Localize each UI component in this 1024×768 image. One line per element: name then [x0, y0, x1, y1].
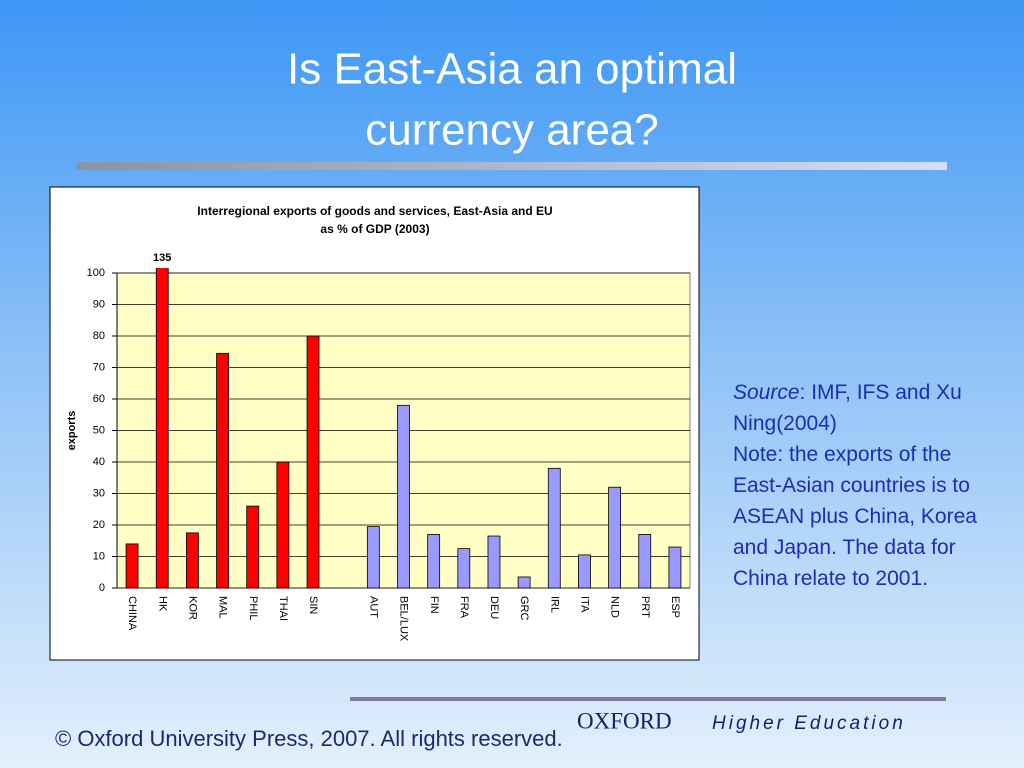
x-tick-label: DEU	[488, 596, 500, 619]
y-tick-label: 70	[93, 361, 105, 373]
y-tick-label: 100	[87, 267, 105, 279]
x-tick-label: PRT	[639, 596, 651, 618]
copyright: © Oxford University Press, 2007. All rig…	[55, 726, 563, 751]
slide-title: Is East-Asia an optimal	[287, 45, 737, 94]
y-tick-label: 50	[93, 424, 105, 436]
source-label: Source	[733, 381, 800, 404]
y-tick-label: 0	[99, 582, 105, 594]
y-tick-label: 80	[93, 330, 105, 342]
bars	[125, 268, 682, 589]
chart-title: Interregional exports of goods and servi…	[197, 204, 552, 218]
bar	[125, 543, 139, 589]
bar	[366, 526, 380, 589]
x-tick-label: MAL	[217, 596, 229, 619]
bar	[638, 534, 652, 589]
bar	[246, 505, 260, 589]
brand-sub: Higher Education	[712, 713, 906, 734]
y-tick-label: 40	[93, 456, 105, 468]
note-text: Note: the exports of the East-Asian coun…	[733, 443, 977, 590]
x-tick-label: KOR	[186, 596, 198, 620]
x-tick-label: ESP	[669, 596, 681, 618]
bar	[397, 404, 410, 589]
bar	[517, 576, 531, 589]
footer-rule	[350, 697, 946, 701]
bar	[427, 534, 441, 589]
bar	[185, 532, 199, 589]
x-tick-label: PHIL	[247, 596, 259, 620]
y-axis-label: exports	[66, 411, 78, 451]
title-rule	[77, 162, 947, 170]
chart-title: as % of GDP (2003)	[320, 222, 429, 236]
source-text: : IMF, IFS and Xu Ning(2004)	[733, 381, 962, 435]
x-tick-label: FRA	[458, 596, 470, 619]
x-tick-label: SIN	[307, 596, 319, 614]
bar	[487, 535, 501, 589]
y-tick-label: 30	[93, 487, 105, 499]
bar	[276, 461, 290, 589]
y-tick-label: 20	[93, 519, 105, 531]
data-label: 135	[153, 252, 171, 264]
y-tick-label: 90	[93, 298, 105, 310]
x-tick-label: ITA	[579, 596, 591, 613]
x-tick-label: IRL	[548, 596, 560, 613]
brand: OXFORD	[577, 708, 672, 733]
y-tick-label: 10	[93, 550, 105, 562]
bar	[578, 554, 591, 589]
x-tick-label: CHINA	[126, 596, 138, 631]
bar	[306, 335, 320, 589]
bar	[216, 352, 229, 589]
x-tick-label: NLD	[609, 596, 621, 618]
bar	[668, 546, 682, 589]
bar	[608, 486, 622, 589]
x-tick-label: HK	[156, 596, 168, 612]
x-tick-label: BEL/LUX	[398, 596, 410, 642]
source-note: Source: IMF, IFS and Xu Ning(2004) Note: …	[733, 377, 995, 594]
x-tick-label: GRC	[518, 596, 530, 621]
x-tick-label: AUT	[367, 596, 379, 618]
chart: Interregional exports of goods and servi…	[66, 204, 691, 642]
x-tick-label: THAI	[277, 596, 289, 621]
bar	[155, 268, 169, 589]
bar	[547, 467, 561, 589]
x-tick-label: FIN	[428, 596, 440, 614]
y-tick-label: 60	[93, 393, 105, 405]
slide-title: currency area?	[365, 106, 658, 155]
bar	[457, 548, 471, 589]
